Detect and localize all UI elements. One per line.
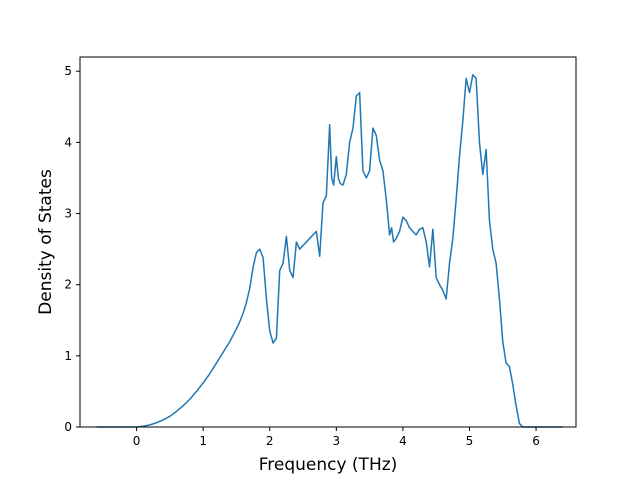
dos-series-line-0 (96, 74, 563, 428)
y-tick-label: 2 (64, 278, 72, 292)
plot-area (96, 74, 563, 428)
x-tick-label: 4 (399, 434, 407, 448)
x-tick-label: 3 (333, 434, 341, 448)
y-tick-label: 4 (64, 135, 72, 149)
x-tick-label: 2 (266, 434, 274, 448)
x-axis-label: Frequency (THz) (259, 455, 398, 475)
y-tick-label: 3 (64, 207, 72, 221)
x-tick-label: 0 (133, 434, 141, 448)
y-tick-label: 0 (64, 420, 72, 434)
x-tick-label: 5 (466, 434, 474, 448)
y-axis-label: Density of States (36, 169, 56, 315)
x-tick-label: 1 (199, 434, 207, 448)
axis-ticks: 0 1 2 3 4 5 6 0 1 2 3 4 5 (64, 64, 540, 448)
y-tick-label: 5 (64, 64, 72, 78)
x-tick-label: 6 (532, 434, 540, 448)
axes-frame (79, 56, 577, 428)
y-tick-label: 1 (64, 349, 72, 363)
